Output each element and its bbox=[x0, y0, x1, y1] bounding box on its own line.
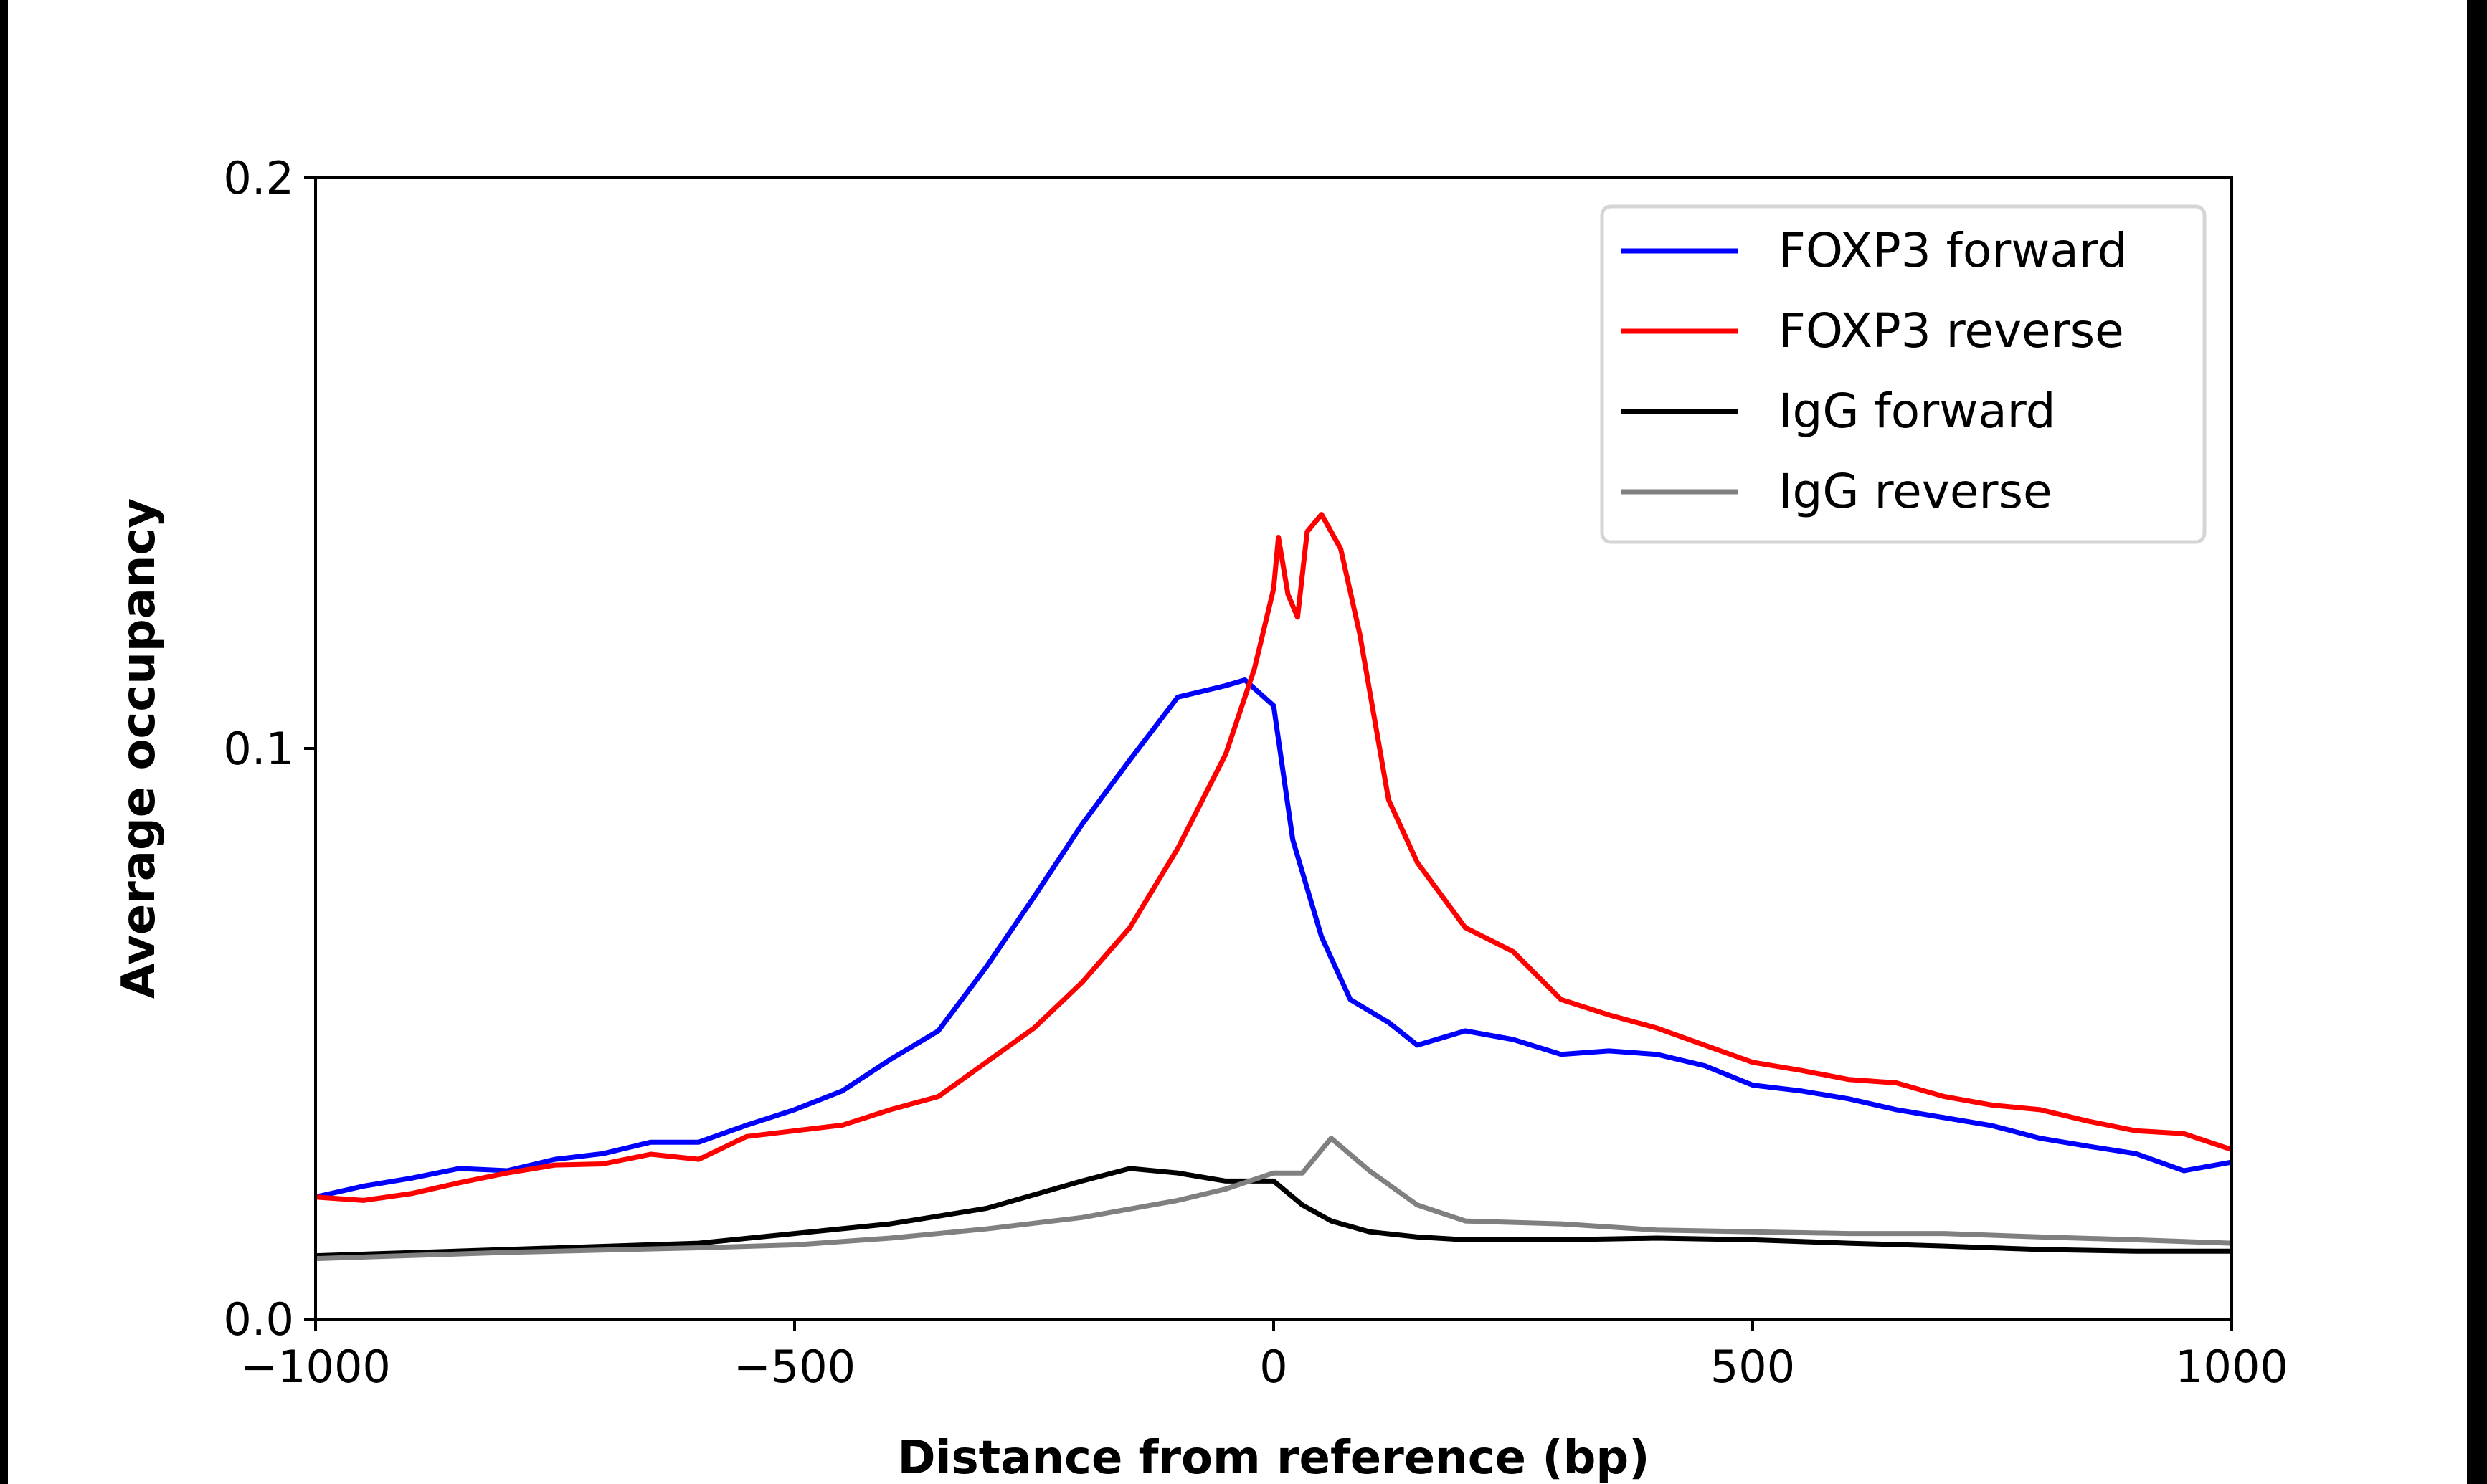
series-line-foxp3-forward bbox=[315, 677, 2232, 1200]
y-axis: 0.0 0.1 0.2 bbox=[223, 152, 316, 1346]
y-tick-label: 0.1 bbox=[223, 723, 294, 775]
y-tick-label: 0.2 bbox=[223, 152, 294, 204]
x-tick-label: 1000 bbox=[2175, 1341, 2288, 1393]
x-axis: −1000 −500 0 500 1000 bbox=[240, 1319, 2288, 1393]
legend-label: IgG reverse bbox=[1778, 464, 2052, 519]
legend: FOXP3 forward FOXP3 reverse IgG forward IgG… bbox=[1600, 204, 2207, 544]
legend-label: FOXP3 forward bbox=[1778, 223, 2128, 278]
right-border bbox=[2467, 0, 2487, 1484]
series-line-igg-reverse bbox=[315, 1136, 2232, 1262]
legend-label: IgG forward bbox=[1778, 384, 2056, 439]
legend-frame bbox=[1600, 204, 2207, 544]
plot-lines bbox=[315, 512, 2233, 1262]
series-line-foxp3-reverse bbox=[315, 512, 2233, 1203]
x-tick-label: 0 bbox=[1259, 1341, 1287, 1393]
x-tick-label: −500 bbox=[734, 1341, 856, 1393]
x-tick-label: 500 bbox=[1710, 1341, 1795, 1393]
x-axis-label: Distance from reference (bp) bbox=[898, 1432, 1650, 1484]
series-line-igg-forward bbox=[315, 1166, 2232, 1259]
x-tick-label: −1000 bbox=[240, 1341, 391, 1393]
y-axis-label: Average occupancy bbox=[113, 498, 166, 999]
legend-label: FOXP3 reverse bbox=[1778, 303, 2124, 358]
y-tick-label: 0.0 bbox=[223, 1293, 294, 1346]
left-border bbox=[0, 0, 8, 1484]
